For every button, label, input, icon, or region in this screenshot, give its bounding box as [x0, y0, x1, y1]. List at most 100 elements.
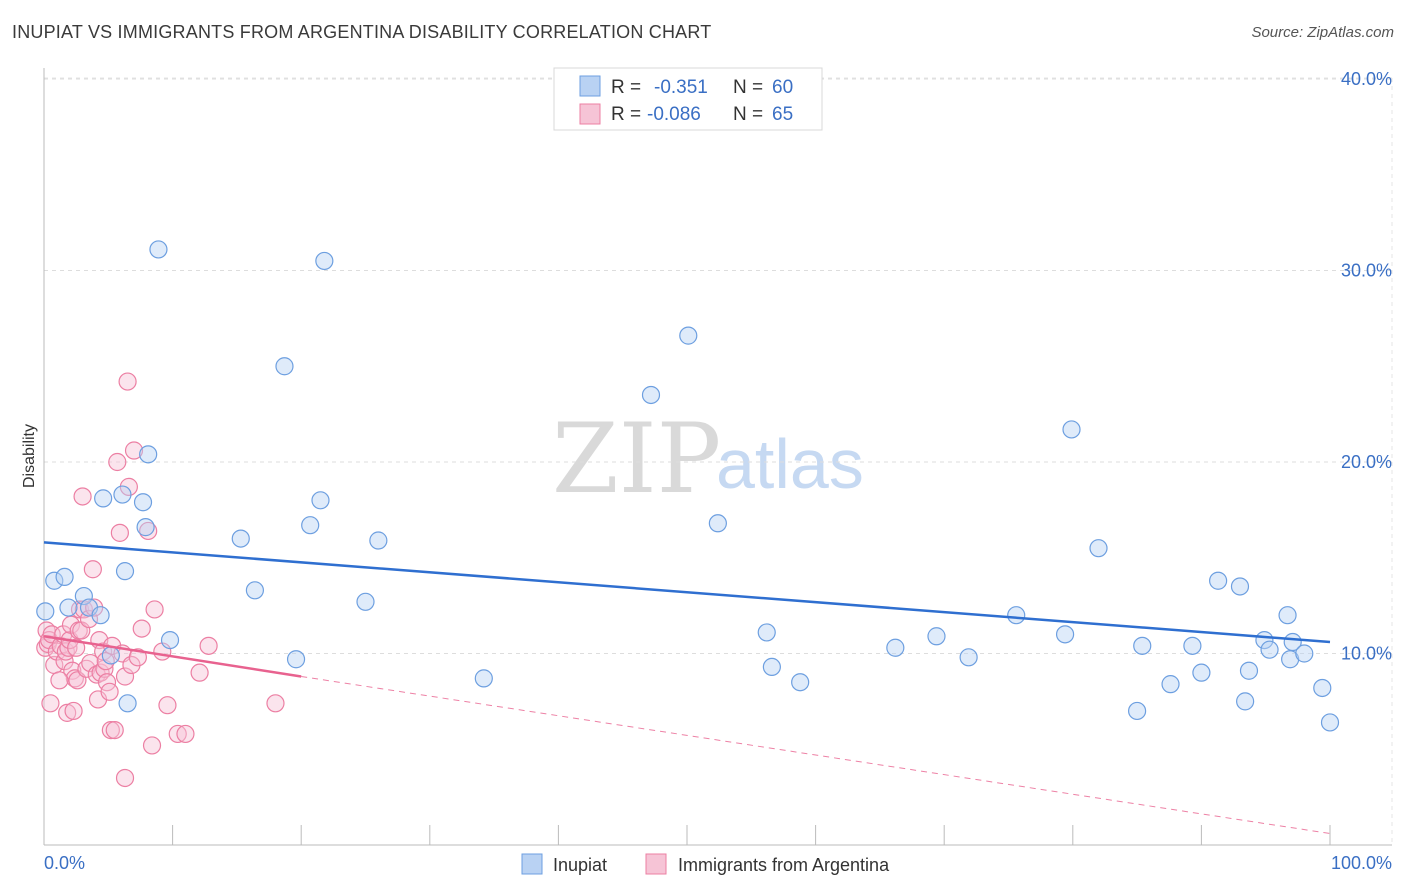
argentina-trend-extension: [301, 675, 1331, 835]
y-tick-label: 20.0%: [1341, 452, 1392, 472]
y-tick-label: 40.0%: [1341, 69, 1392, 89]
inupiat-point: [74, 586, 93, 606]
inupiat-point: [315, 251, 334, 271]
argentina-point: [128, 648, 147, 667]
argentina-point: [58, 703, 77, 722]
watermark-atlas: atlas: [716, 425, 864, 503]
inupiat-point: [1313, 678, 1332, 698]
y-axis-label: Disability: [21, 424, 38, 488]
argentina-point: [67, 638, 86, 657]
legend-swatch-argentina: [579, 103, 601, 125]
argentina-point: [199, 636, 218, 655]
inupiat-point: [91, 606, 110, 625]
inupiat-point: [55, 567, 74, 587]
argentina-point: [55, 652, 74, 671]
argentina-points: [36, 372, 285, 788]
argentina-point: [145, 600, 164, 619]
inupiat-point: [369, 531, 388, 550]
inupiat-point: [118, 694, 137, 713]
bottom-legend-swatch-argentina: [645, 853, 667, 875]
bottom-legend-swatch-inupiat: [521, 853, 543, 875]
y-tick-label: 30.0%: [1341, 261, 1392, 281]
bottom-legend: Inupiat Immigrants from Argentina: [521, 853, 890, 875]
chart-title: INUPIAT VS IMMIGRANTS FROM ARGENTINA DIS…: [12, 22, 712, 42]
inupiat-point: [1192, 663, 1211, 682]
inupiat-point: [245, 581, 265, 600]
argentina-point: [266, 694, 285, 713]
inupiat-point: [757, 623, 776, 642]
inupiat-point: [1183, 636, 1202, 655]
inupiat-point: [762, 657, 781, 677]
argentina-point: [190, 663, 209, 682]
inupiat-point: [1239, 661, 1259, 680]
inupiat-point: [641, 385, 661, 405]
inupiat-point: [1062, 420, 1081, 439]
inupiat-point: [149, 240, 168, 259]
x-tick-label-max: 100.0%: [1331, 853, 1392, 873]
argentina-point: [50, 671, 69, 690]
inupiat-point: [133, 493, 153, 512]
argentina-point: [158, 696, 177, 715]
inupiat-point: [59, 598, 78, 617]
argentina-point: [83, 560, 102, 579]
argentina-point: [124, 441, 144, 460]
inupiat-point: [1161, 675, 1180, 694]
inupiat-point: [1260, 640, 1279, 659]
inupiat-point: [36, 602, 55, 621]
inupiat-trend-line: [43, 541, 1331, 644]
inupiat-point: [474, 669, 493, 688]
trend-lines: [43, 541, 1331, 835]
legend-r-label-1: R =: [611, 77, 641, 98]
argentina-point: [115, 667, 135, 686]
inupiat-point: [1278, 606, 1297, 625]
inupiat-point: [101, 646, 120, 665]
argentina-point: [108, 452, 127, 472]
bottom-legend-inupiat: Inupiat: [553, 855, 607, 875]
inupiat-point: [959, 648, 978, 667]
inupiat-point: [1133, 636, 1152, 655]
argentina-point: [73, 487, 92, 506]
inupiat-point: [113, 485, 132, 504]
inupiat-point: [311, 491, 330, 510]
argentina-point: [110, 523, 129, 542]
chart-source: Source: ZipAtlas.com: [1251, 24, 1394, 41]
inupiat-point: [679, 326, 698, 345]
inupiat-point: [1089, 539, 1108, 558]
inupiat-point: [301, 516, 320, 535]
x-tick-label-min: 0.0%: [44, 853, 85, 873]
argentina-point: [115, 768, 135, 788]
legend-r-label-2: R =: [611, 104, 641, 125]
inupiat-point: [1236, 692, 1255, 711]
inupiat-point: [231, 529, 250, 548]
argentina-point: [101, 720, 120, 740]
inupiat-points: [36, 240, 1340, 732]
y-tick-label: 10.0%: [1341, 644, 1392, 664]
argentina-point: [176, 724, 195, 744]
argentina-point: [118, 372, 137, 391]
legend-swatch-inupiat: [579, 75, 601, 97]
inupiat-point: [927, 627, 946, 646]
inupiat-point: [1007, 606, 1026, 625]
inupiat-point: [1209, 571, 1228, 590]
argentina-point: [64, 701, 83, 721]
argentina-point: [168, 724, 187, 744]
inupiat-point: [791, 673, 810, 692]
inupiat-point: [45, 571, 64, 590]
argentina-point: [41, 694, 60, 713]
inupiat-point: [94, 489, 113, 508]
bottom-legend-argentina: Immigrants from Argentina: [678, 855, 890, 875]
inupiat-point: [115, 562, 135, 581]
inupiat-point: [708, 514, 727, 533]
argentina-point: [100, 682, 119, 701]
inupiat-point: [160, 630, 180, 650]
watermark-zip: ZIP: [552, 403, 721, 515]
inupiat-point: [275, 357, 294, 376]
legend-r-value-2: -0.086: [647, 104, 701, 125]
axes: [43, 68, 1392, 846]
inupiat-point: [139, 445, 158, 464]
argentina-point: [132, 619, 151, 638]
legend-n-value-1: 60: [772, 77, 793, 98]
inupiat-point: [1295, 644, 1314, 663]
inupiat-point: [356, 592, 375, 611]
